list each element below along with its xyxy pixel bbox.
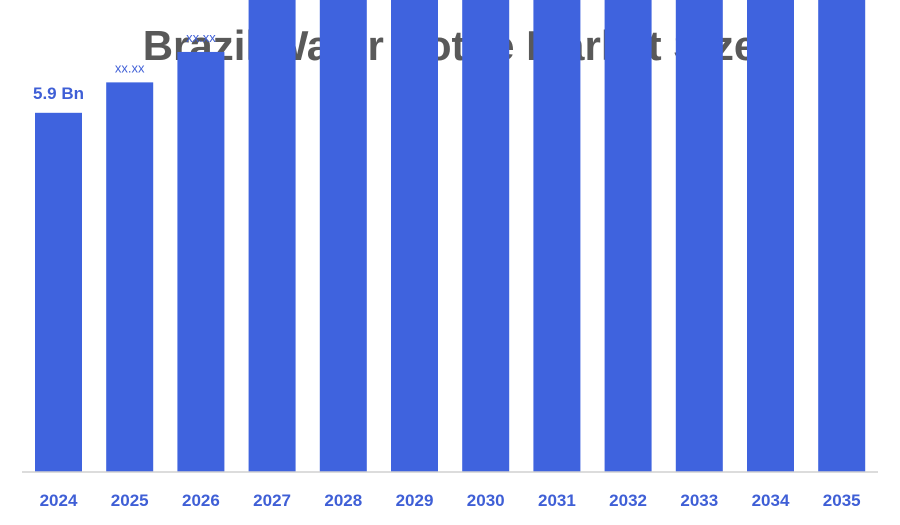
- x-tick-2028: 2028: [324, 491, 362, 510]
- data-label-2024: 5.9 Bn: [33, 84, 84, 103]
- bar-2029: [391, 0, 438, 472]
- bar-2031: [533, 0, 581, 473]
- x-tick-2029: 2029: [396, 491, 434, 510]
- bar-2033: [675, 0, 723, 472]
- bar-2035: [818, 0, 866, 472]
- bars-layer: [35, 0, 866, 473]
- x-tick-labels-layer: 2024 2025 2026 2027 2028 2029 2030 2031 2032 2033…: [40, 491, 861, 510]
- bar-2026: [177, 51, 225, 472]
- x-tick-2031: 2031: [538, 491, 576, 510]
- bar-2034: [747, 0, 794, 473]
- data-labels-layer: 5.9 Bnxx.xxxx.xxxx.xxxx.xxxx.xxxx.xxXX.X…: [33, 30, 216, 103]
- bar-2032: [604, 0, 652, 472]
- bar-2027: [248, 0, 296, 473]
- chart-title: Brazil Water Bottle Market Size: [142, 22, 758, 69]
- x-tick-2025: 2025: [111, 491, 149, 510]
- bar-2024: [35, 112, 82, 472]
- x-tick-2034: 2034: [752, 491, 790, 510]
- data-label-2026: xx.xx: [186, 30, 216, 45]
- x-tick-2033: 2033: [680, 491, 718, 510]
- x-tick-2032: 2032: [609, 491, 647, 510]
- x-tick-2027: 2027: [253, 491, 291, 510]
- data-label-2025: xx.xx: [115, 60, 145, 75]
- bar-2025: [106, 82, 154, 473]
- bar-2028: [319, 0, 367, 473]
- x-tick-2035: 2035: [823, 491, 861, 510]
- bar-2030: [462, 0, 510, 472]
- x-tick-2030: 2030: [467, 491, 505, 510]
- x-tick-2026: 2026: [182, 491, 220, 510]
- x-tick-2024: 2024: [40, 491, 78, 510]
